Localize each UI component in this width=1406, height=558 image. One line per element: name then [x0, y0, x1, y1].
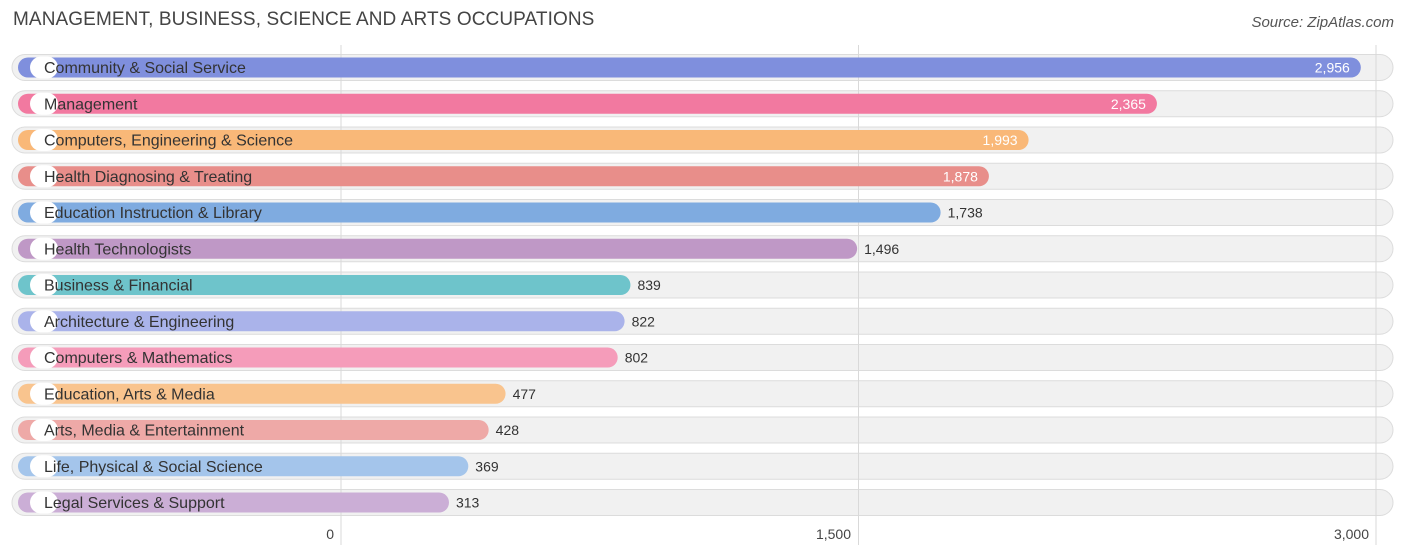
category-label-pill: [30, 165, 58, 188]
tick-label: 1,500: [816, 526, 851, 542]
source-credit: Source: ZipAtlas.com: [1251, 14, 1394, 31]
category-label-pill: [30, 419, 58, 441]
bar: [18, 166, 989, 187]
value-label: 369: [475, 458, 499, 474]
category-label: Architecture & Engineering: [44, 314, 234, 331]
bar: [18, 202, 941, 223]
bar-row: Computers, Engineering & Science 1,993: [18, 129, 1029, 151]
bar: [18, 275, 631, 295]
value-label: 2,956: [1315, 60, 1350, 76]
bar: [18, 420, 489, 440]
value-label: 802: [625, 350, 649, 366]
bar-row: Business & Financial 839: [18, 274, 661, 296]
category-label-pill: [30, 274, 58, 296]
value-label: 1,993: [983, 132, 1018, 148]
bar-row: Computers & Mathematics 802: [18, 346, 649, 369]
value-label: 1,738: [948, 205, 983, 221]
value-label: 1,496: [864, 241, 899, 257]
value-label: 428: [496, 422, 520, 438]
tick-label: 0: [326, 526, 334, 542]
category-label-pill: [30, 129, 58, 151]
value-label: 822: [632, 313, 656, 329]
bar: [18, 492, 449, 513]
value-label: 477: [513, 386, 537, 402]
category-label: Health Technologists: [44, 241, 191, 258]
category-label: Management: [44, 96, 138, 113]
category-label-pill: [30, 310, 58, 333]
bar: [18, 383, 506, 404]
category-label: Arts, Media & Entertainment: [44, 423, 245, 440]
bar-row: Legal Services & Support 313: [18, 491, 480, 514]
category-label-pill: [30, 382, 58, 405]
bar-row: Community & Social Service 2,956: [18, 56, 1361, 79]
bar: [18, 238, 858, 259]
bar-row: Arts, Media & Entertainment 428: [18, 419, 519, 441]
value-label: 839: [637, 277, 661, 293]
category-label: Legal Services & Support: [44, 495, 225, 512]
value-label: 1,878: [943, 168, 978, 184]
bar-row: Health Diagnosing & Treating 1,878: [18, 165, 989, 188]
bars: Community & Social Service 2,956 Managemen…: [18, 56, 1361, 514]
tick-label: 3,000: [1334, 526, 1369, 542]
category-label: Education, Arts & Media: [44, 386, 215, 403]
category-label: Computers & Mathematics: [44, 350, 233, 367]
chart-title: MANAGEMENT, BUSINESS, SCIENCE AND ARTS O…: [13, 9, 595, 30]
category-label-pill: [30, 455, 58, 478]
bar: [18, 456, 469, 477]
bar-row: Architecture & Engineering 822: [18, 310, 656, 333]
category-label: Health Diagnosing & Treating: [44, 169, 252, 186]
category-label: Community & Social Service: [44, 60, 246, 77]
category-label-pill: [30, 237, 58, 260]
bar-row: Education Instruction & Library 1,738: [18, 201, 983, 224]
bar-row: Management 2,365: [18, 92, 1157, 115]
bar-row: Health Technologists 1,496: [18, 237, 899, 260]
x-axis-ticks: 0 1,500 3,000: [326, 526, 1369, 542]
category-label: Business & Financial: [44, 278, 193, 295]
category-label: Life, Physical & Social Science: [44, 459, 263, 476]
category-label: Education Instruction & Library: [44, 205, 262, 222]
bar-row: Life, Physical & Social Science 369: [18, 455, 499, 478]
bar: [18, 347, 618, 368]
bar: [18, 311, 625, 332]
category-label-pill: [30, 346, 58, 369]
bar-row: Education, Arts & Media 477: [18, 382, 537, 405]
value-label: 313: [456, 495, 480, 511]
category-label-pill: [30, 56, 58, 79]
category-label-pill: [30, 92, 58, 115]
value-label: 2,365: [1111, 96, 1146, 112]
bar: [18, 93, 1157, 114]
bar: [18, 57, 1361, 78]
bar: [18, 130, 1029, 150]
category-label-pill: [30, 201, 58, 224]
category-label-pill: [30, 491, 58, 514]
category-label: Computers, Engineering & Science: [44, 133, 293, 150]
